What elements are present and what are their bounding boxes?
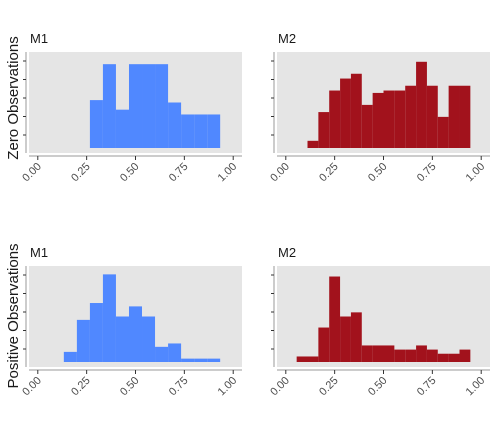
histogram-bar-1-1-11: [416, 345, 427, 362]
histogram-bar-0-0-5: [155, 64, 169, 148]
histogram-bar-1-0-0: [63, 351, 77, 362]
histogram-bar-1-0-11: [207, 358, 221, 362]
x-tick-label-0-1-3: 0.75: [415, 161, 439, 185]
histogram-bar-0-0-4: [142, 64, 156, 148]
row-label-0: Zero Observations: [5, 36, 22, 159]
histogram-bar-0-1-4: [350, 73, 362, 148]
x-tick-label-0-0-2: 0.50: [118, 161, 142, 185]
histogram-bar-1-0-1: [76, 319, 90, 362]
histogram-bar-0-1-7: [383, 90, 395, 148]
histogram-bar-0-1-8: [394, 90, 406, 148]
histogram-bar-1-1-10: [405, 349, 417, 362]
panel-title-0-1: M2: [278, 31, 296, 46]
histogram-bar-1-1-9: [394, 349, 406, 362]
histogram-bar-1-1-4: [340, 316, 351, 362]
x-tick-label-1-0-1: 0.25: [69, 375, 93, 399]
histogram-bar-0-0-6: [168, 102, 182, 148]
histogram-bar-1-0-7: [155, 346, 169, 362]
histogram-bar-1-1-13: [437, 353, 449, 362]
x-tick-label-1-0-4: 1.00: [216, 375, 240, 399]
x-tick-label-0-0-0: 0.00: [20, 161, 44, 185]
histogram-bar-0-1-12: [437, 116, 449, 148]
histogram-bar-1-0-2: [89, 303, 103, 362]
histogram-bar-0-0-2: [115, 109, 129, 148]
histogram-bar-0-1-0: [307, 140, 319, 148]
x-tick-label-1-0-3: 0.75: [167, 375, 191, 399]
x-tick-label-0-1-1: 0.25: [317, 161, 341, 185]
histogram-bar-1-0-5: [128, 306, 142, 362]
histogram-bar-0-1-1: [318, 112, 330, 148]
x-tick-label-1-1-3: 0.75: [415, 375, 439, 399]
panel-title-1-0: M1: [30, 245, 48, 260]
histogram-bar-0-1-14: [459, 85, 471, 148]
panel-title-1-1: M2: [278, 245, 296, 260]
histogram-bar-1-0-10: [194, 358, 208, 362]
x-tick-label-1-1-0: 0.00: [268, 375, 292, 399]
histogram-bar-1-1-2: [318, 327, 330, 362]
x-tick-label-0-1-2: 0.50: [366, 161, 390, 185]
histogram-bar-1-0-6: [142, 316, 156, 362]
histogram-bar-1-1-8: [383, 345, 395, 362]
histogram-bar-1-1-3: [329, 276, 341, 362]
histogram-bar-0-0-9: [207, 114, 221, 148]
x-tick-label-0-0-1: 0.25: [69, 161, 93, 185]
histogram-bar-0-1-11: [426, 85, 438, 148]
histogram-bar-1-1-0: [296, 356, 308, 362]
histogram-bar-1-1-6: [361, 345, 373, 362]
histogram-bar-1-1-5: [350, 312, 362, 362]
histogram-bar-0-0-8: [194, 114, 208, 148]
histogram-bar-1-0-8: [168, 343, 182, 362]
histogram-bar-1-1-15: [459, 349, 471, 362]
histogram-bar-0-0-0: [89, 100, 103, 148]
x-tick-label-0-0-4: 1.00: [216, 161, 240, 185]
histogram-bar-1-0-3: [102, 274, 116, 362]
histogram-bar-0-1-6: [372, 92, 384, 148]
histogram-bar-0-0-3: [128, 64, 142, 148]
x-tick-label-1-1-1: 0.25: [317, 375, 341, 399]
x-tick-label-1-1-2: 0.50: [366, 375, 390, 399]
histogram-bar-1-1-7: [372, 345, 384, 362]
x-tick-label-0-1-4: 1.00: [464, 161, 488, 185]
histogram-bar-1-1-14: [448, 353, 460, 362]
histogram-bar-0-1-3: [340, 78, 351, 148]
histogram-bar-0-1-2: [329, 90, 341, 148]
x-tick-label-1-0-0: 0.00: [20, 375, 44, 399]
histogram-bar-0-0-7: [181, 114, 195, 148]
histogram-bar-0-1-5: [361, 104, 373, 148]
histogram-bar-1-0-4: [115, 316, 129, 362]
panel-title-0-0: M1: [30, 31, 48, 46]
x-tick-label-0-1-0: 0.00: [268, 161, 292, 185]
histogram-bar-1-1-1: [307, 356, 319, 362]
histogram-bar-1-0-9: [181, 358, 195, 362]
histogram-bar-0-1-10: [416, 61, 427, 148]
row-label-1: Positive Observations: [5, 243, 22, 388]
histogram-bar-0-1-13: [448, 85, 460, 148]
histogram-bar-1-1-12: [426, 349, 438, 362]
x-tick-label-1-0-2: 0.50: [118, 375, 142, 399]
x-tick-label-0-0-3: 0.75: [167, 161, 191, 185]
x-tick-label-1-1-4: 1.00: [464, 375, 488, 399]
histogram-bar-0-0-1: [102, 64, 116, 148]
histogram-bar-0-1-9: [405, 85, 417, 148]
